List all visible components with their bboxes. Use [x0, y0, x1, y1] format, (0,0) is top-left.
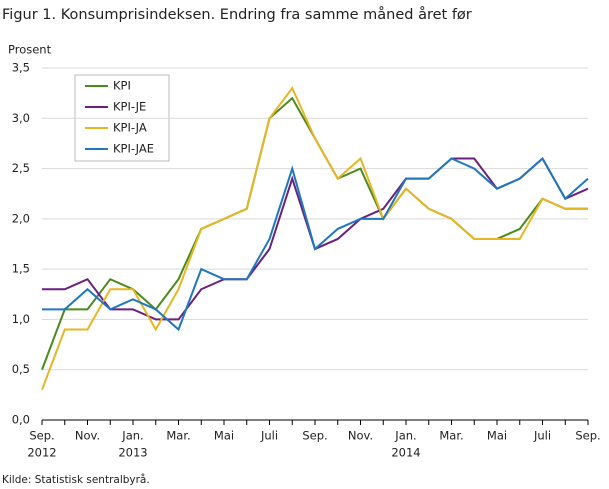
legend-label: KPI-JE	[113, 100, 146, 114]
x-tick-label: Mar.	[166, 429, 190, 443]
x-tick-label: Sep.	[29, 429, 54, 443]
legend-label: KPI	[113, 79, 131, 93]
y-axis-label: Prosent	[8, 43, 52, 57]
x-tick-label: Sep.	[575, 429, 600, 443]
x-year-label: 2012	[27, 446, 56, 460]
source: Kilde: Statistisk sentralbyrå.	[2, 473, 150, 486]
x-tick-label: Mar.	[439, 429, 463, 443]
x-tick-label: Juli	[260, 429, 278, 443]
series-line	[41, 86, 588, 391]
x-tick-label: Nov.	[75, 429, 100, 443]
series-line	[42, 156, 589, 332]
x-year-label: 2014	[391, 446, 420, 460]
y-tick-label: 0,0	[12, 413, 30, 427]
y-tick-label: 3,5	[12, 61, 30, 75]
y-tick-label: 3,0	[12, 111, 30, 125]
y-tick-label: 1,5	[12, 262, 30, 276]
y-tick-label: 2,5	[12, 161, 30, 175]
x-year-label: 2013	[118, 446, 147, 460]
x-tick-label: Nov.	[348, 429, 373, 443]
y-tick-label: 2,0	[12, 211, 30, 225]
chart-title: Figur 1. Konsumprisindeksen. Endring fra…	[2, 6, 472, 23]
x-tick-label: Sep.	[302, 429, 327, 443]
x-tick-label: Juli	[533, 429, 551, 443]
legend-label: KPI-JAE	[113, 142, 154, 156]
legend-label: KPI-JA	[113, 121, 147, 135]
y-tick-label: 1,0	[12, 312, 30, 326]
x-tick-label: Jan.	[121, 429, 143, 443]
x-tick-label: Jan.	[394, 429, 416, 443]
x-tick-label: Mai	[487, 429, 507, 443]
x-tick-label: Mai	[214, 429, 234, 443]
y-tick-label: 0,5	[12, 362, 30, 376]
